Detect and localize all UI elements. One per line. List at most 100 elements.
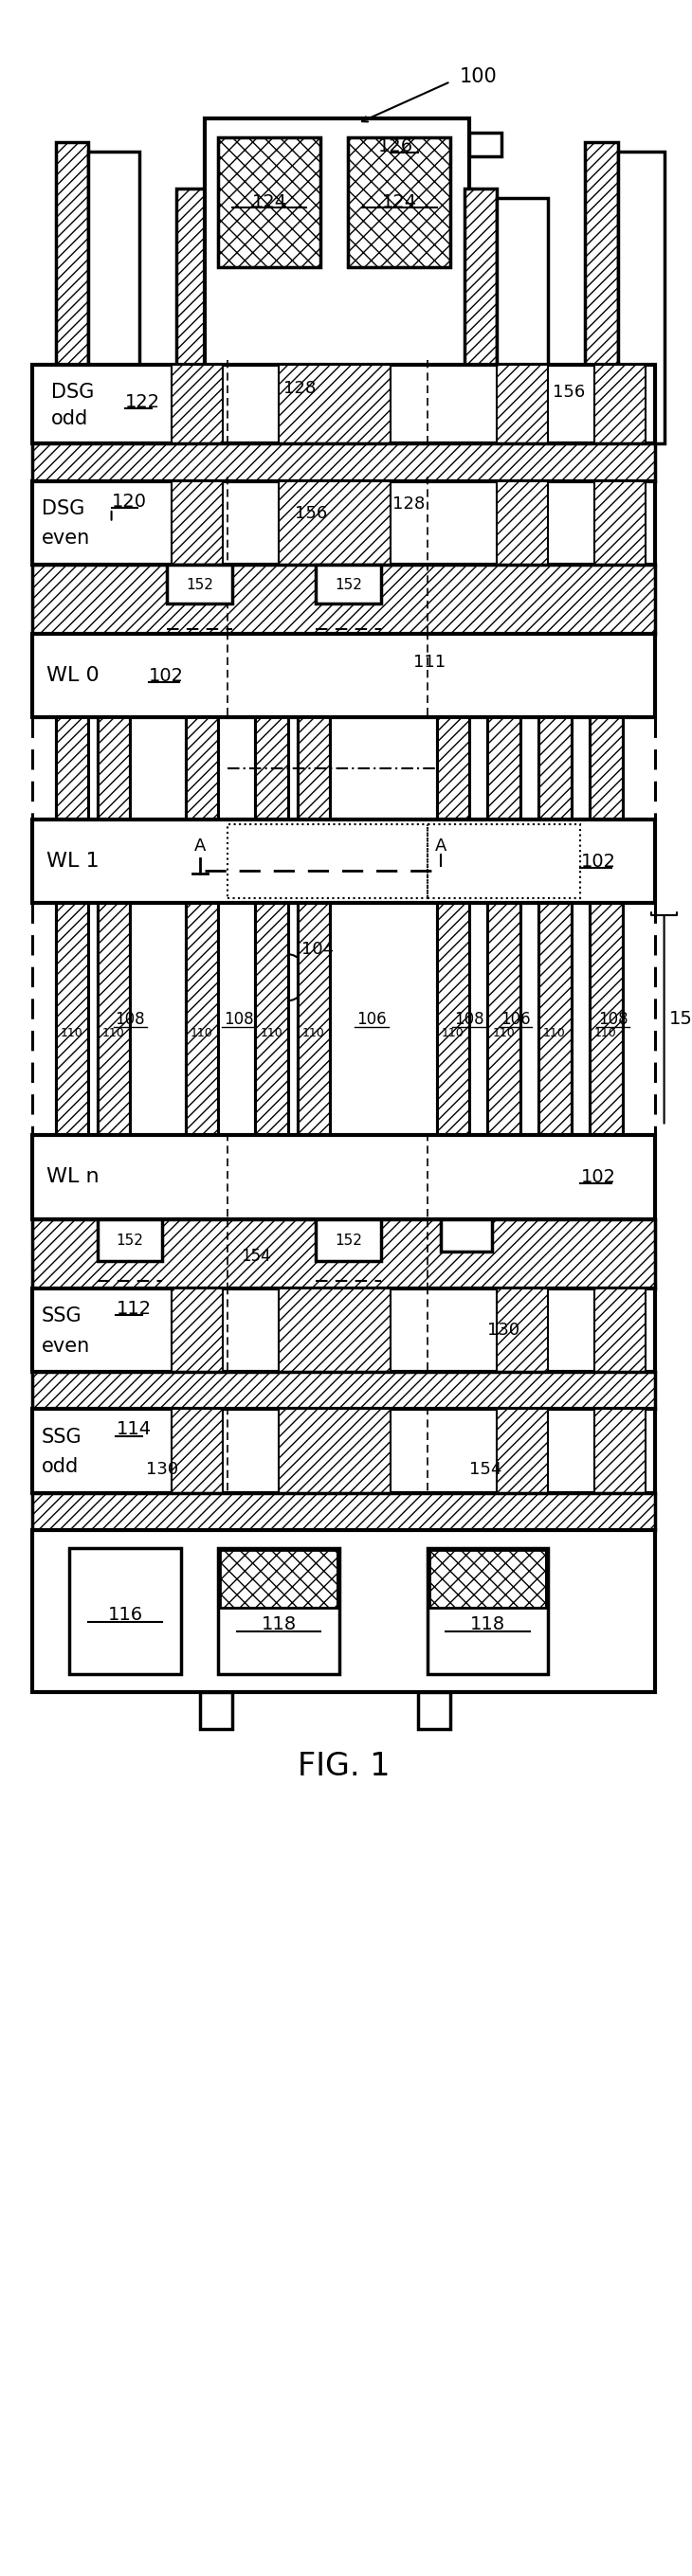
Text: 156: 156 xyxy=(553,384,585,402)
Bar xyxy=(590,904,622,1136)
Text: 154: 154 xyxy=(240,1247,271,1265)
Bar xyxy=(33,482,655,564)
Text: SSG: SSG xyxy=(42,1427,82,1448)
Bar xyxy=(594,1288,646,1373)
Text: 110: 110 xyxy=(102,1028,125,1038)
Bar xyxy=(33,366,655,443)
Text: 152: 152 xyxy=(335,577,362,592)
Bar xyxy=(437,904,469,1136)
Bar xyxy=(200,1692,233,1728)
Bar xyxy=(590,719,622,819)
Bar xyxy=(590,719,622,819)
Bar xyxy=(279,482,390,564)
Bar xyxy=(56,904,89,1136)
Text: WL n: WL n xyxy=(46,1167,99,1188)
Bar xyxy=(98,1218,163,1260)
Text: 108: 108 xyxy=(454,1010,484,1028)
Bar xyxy=(255,904,288,1136)
Bar xyxy=(488,719,520,819)
Bar xyxy=(98,719,130,819)
Text: 111: 111 xyxy=(413,654,446,670)
Bar xyxy=(539,904,572,1136)
Bar xyxy=(33,443,655,482)
Bar xyxy=(56,142,89,443)
Bar xyxy=(98,719,130,819)
Bar xyxy=(172,1409,223,1492)
Text: FIG. 1: FIG. 1 xyxy=(298,1752,390,1783)
Text: WL 1: WL 1 xyxy=(46,853,99,871)
Text: 122: 122 xyxy=(125,394,161,412)
Bar xyxy=(33,819,655,904)
Text: A: A xyxy=(194,837,206,855)
Bar xyxy=(33,1288,655,1373)
Text: 152: 152 xyxy=(186,577,213,592)
Text: even: even xyxy=(42,1337,91,1355)
Bar xyxy=(33,634,655,719)
Bar xyxy=(497,1288,548,1373)
Bar xyxy=(255,719,288,819)
Text: 152: 152 xyxy=(335,1234,362,1247)
Bar xyxy=(228,824,427,899)
Text: 108: 108 xyxy=(598,1010,628,1028)
Bar xyxy=(298,904,330,1136)
Text: 124: 124 xyxy=(382,193,417,211)
Text: 110: 110 xyxy=(594,1028,617,1038)
Text: 110: 110 xyxy=(260,1028,282,1038)
Bar xyxy=(89,152,139,443)
Bar xyxy=(33,1409,655,1492)
Bar xyxy=(488,719,520,819)
Text: 130: 130 xyxy=(488,1321,520,1340)
Bar xyxy=(437,904,469,1136)
Text: 116: 116 xyxy=(108,1607,143,1625)
Text: 100: 100 xyxy=(459,67,498,88)
Text: WL 0: WL 0 xyxy=(46,667,99,685)
Bar xyxy=(33,1373,655,1409)
Text: 110: 110 xyxy=(441,1028,464,1038)
Bar xyxy=(427,824,581,899)
Bar xyxy=(33,1373,655,1409)
Bar xyxy=(497,366,548,443)
Bar xyxy=(172,366,223,443)
Text: 108: 108 xyxy=(115,1010,145,1028)
Bar xyxy=(437,719,469,819)
Bar xyxy=(590,904,622,1136)
Text: 110: 110 xyxy=(190,1028,213,1038)
Text: DSG: DSG xyxy=(42,500,85,518)
Bar xyxy=(56,904,89,1136)
Text: 128: 128 xyxy=(283,379,316,397)
Bar xyxy=(167,564,233,603)
Bar xyxy=(204,118,469,443)
Text: 118: 118 xyxy=(261,1615,296,1633)
Text: 110: 110 xyxy=(60,1028,83,1038)
Bar xyxy=(298,719,330,819)
Bar xyxy=(585,142,618,443)
Bar xyxy=(316,564,381,603)
Bar xyxy=(176,188,209,443)
Bar xyxy=(427,1548,548,1674)
Bar xyxy=(348,137,450,268)
Bar xyxy=(279,1409,390,1492)
Bar xyxy=(279,366,390,443)
Text: even: even xyxy=(42,528,91,549)
Bar xyxy=(539,904,572,1136)
Text: 110: 110 xyxy=(543,1028,566,1038)
Bar xyxy=(497,1409,548,1492)
Text: 156: 156 xyxy=(295,505,327,523)
Text: 106: 106 xyxy=(500,1010,531,1028)
Text: 110: 110 xyxy=(302,1028,325,1038)
Bar xyxy=(497,482,548,564)
Text: 108: 108 xyxy=(224,1010,254,1028)
Bar xyxy=(464,188,497,443)
Text: 102: 102 xyxy=(149,667,183,685)
Bar xyxy=(218,137,320,268)
Text: odd: odd xyxy=(42,1458,79,1476)
Bar xyxy=(585,142,618,443)
Bar xyxy=(316,1218,381,1260)
Bar xyxy=(56,719,89,819)
Text: 114: 114 xyxy=(116,1419,152,1437)
Bar xyxy=(33,443,655,482)
Bar xyxy=(220,1551,337,1607)
Text: 104: 104 xyxy=(302,940,334,958)
Bar xyxy=(172,482,223,564)
Bar xyxy=(172,1288,223,1373)
